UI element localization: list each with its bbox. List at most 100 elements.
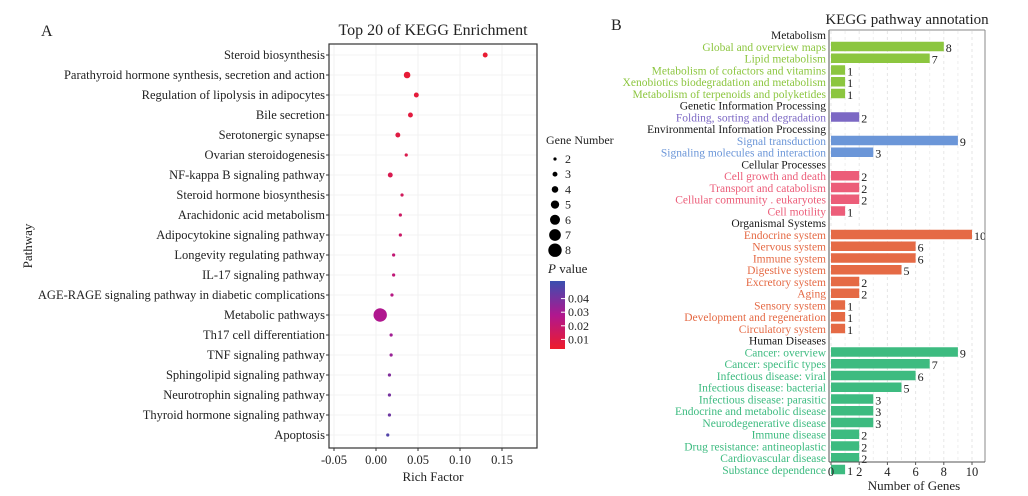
- panel-b-bar: [831, 394, 874, 404]
- panel-b-bar: [831, 347, 958, 357]
- panel-a-ytick-label: Longevity regulating pathway: [174, 248, 325, 262]
- pathway-dot: [389, 333, 393, 337]
- panel-a-ytick-label: Adipocytokine signaling pathway: [156, 228, 325, 242]
- p-value-colorbar-label: 0.02: [568, 319, 589, 333]
- panel-b-bar: [831, 253, 916, 263]
- panel-b-bar: [831, 441, 860, 451]
- panel-a-ytick-label: IL-17 signaling pathway: [202, 268, 326, 282]
- panel-b-bar: [831, 241, 916, 251]
- panel-b-category-label: Infectious disease: parasitic: [699, 394, 826, 406]
- panel-a-ytick-label: Th17 cell differentiation: [203, 328, 326, 342]
- panel-b-label: B: [611, 17, 622, 34]
- pathway-dot: [389, 353, 393, 357]
- panel-b-xtick-label: 2: [856, 465, 862, 479]
- panel-b-bar: [831, 53, 930, 63]
- panel-b-xlabel: Number of Genes: [868, 478, 960, 493]
- gene-number-legend-label: 8: [565, 243, 571, 257]
- panel-b-bar: [831, 265, 902, 275]
- panel-b-category-label: Neurodegenerative disease: [702, 418, 826, 430]
- panel-a-ytick-label: Apoptosis: [274, 428, 325, 442]
- panel-b-bar: [831, 288, 860, 298]
- panel-b-xtick-label: 0: [828, 465, 834, 479]
- panel-b-category-label: Metabolism of terpenoids and polyketides: [632, 89, 826, 101]
- panel-b-bar-value: 1: [847, 76, 853, 90]
- panel-b-bar-value: 8: [946, 41, 952, 55]
- panel-b-category-label: Global and overview maps: [702, 42, 826, 54]
- panel-b-category-label: Metabolism of cofactors and vitamins: [652, 65, 827, 77]
- p-value-colorbar-label: 0.04: [568, 292, 589, 306]
- gene-number-legend-dot: [548, 243, 562, 257]
- gene-number-legend-dot: [552, 171, 558, 177]
- panel-b-xtick-label: 6: [912, 465, 918, 479]
- pathway-dot: [407, 112, 413, 118]
- panel-b-bar-value: 6: [918, 252, 924, 266]
- panel-b-bar: [831, 171, 860, 181]
- panel-b-bar-value: 2: [861, 440, 867, 454]
- panel-b-bar: [831, 417, 874, 428]
- panel-b-category-label: Transport and catabolism: [710, 183, 827, 195]
- pathway-dot: [398, 233, 402, 237]
- panel-b-bar: [831, 359, 930, 369]
- panel-b-bar-value: 2: [861, 170, 867, 184]
- p-value-legend-title-italic: P: [547, 261, 556, 276]
- panel-a-xtick-label: -0.05: [321, 453, 347, 467]
- panel-b-bar-value: 3: [875, 147, 881, 161]
- panel-b-bar: [831, 382, 902, 392]
- panel-b-bar: [831, 182, 860, 193]
- panel-b-xtick-label: 8: [941, 465, 947, 479]
- panel-b-category-label: Digestive system: [747, 265, 826, 277]
- panel-b-bar-value: 3: [875, 405, 881, 419]
- panel-b-group-label: Cellular Processes: [741, 159, 826, 171]
- panel-b-category-label: Cell motility: [768, 206, 827, 218]
- panel-a-ylabel: Pathway: [20, 223, 35, 268]
- panel-a-ytick-label: TNF signaling pathway: [207, 348, 326, 362]
- panel-b-bar: [831, 65, 846, 75]
- panel-b-category-label: Infectious disease: bacterial: [698, 383, 826, 395]
- p-value-colorbar-label: 0.01: [568, 332, 589, 346]
- panel-b-group-label: Human Diseases: [749, 336, 826, 348]
- panel-b-bar: [831, 370, 916, 381]
- panel-a-xlabel: Rich Factor: [402, 469, 464, 484]
- panel-b-category-label: Immune disease: [752, 430, 826, 442]
- pathway-dot: [398, 213, 402, 217]
- panel-b-bar: [831, 147, 874, 157]
- pathway-dot: [386, 433, 390, 437]
- pathway-dot: [387, 373, 392, 377]
- panel-a-plot-frame: [328, 43, 538, 449]
- panel-b-bar-value: 1: [847, 464, 853, 478]
- panel-b-bar: [831, 135, 958, 146]
- panel-a-grid: [329, 44, 537, 448]
- panel-b-bar-value: 2: [861, 276, 867, 290]
- panel-b-category-label: Signaling molecules and interaction: [661, 148, 826, 160]
- panel-b-bar-value: 2: [861, 429, 867, 443]
- pathway-dot: [373, 308, 387, 322]
- panel-a-ytick-label: Steroid biosynthesis: [224, 48, 325, 62]
- pathway-dot: [387, 393, 392, 397]
- pathway-dot: [403, 71, 411, 79]
- panel-b-bar-value: 2: [861, 194, 867, 208]
- pathway-dot: [413, 92, 419, 98]
- pathway-dot: [392, 253, 396, 257]
- gene-number-legend-label: 6: [565, 213, 571, 227]
- panel-a-ytick-label: AGE-RAGE signaling pathway in diabetic c…: [38, 288, 325, 302]
- panel-b-category-label: Aging: [797, 289, 826, 301]
- gene-number-legend-dot: [553, 157, 557, 161]
- panel-b-category-label: Signal transduction: [737, 136, 826, 148]
- panel-b-bar-value: 9: [960, 346, 966, 360]
- panel-b-bar: [831, 429, 860, 439]
- panel-b-bar-value: 2: [861, 288, 867, 302]
- panel-b-bar-value: 3: [875, 393, 881, 407]
- pathway-dot: [482, 52, 488, 58]
- panel-b-category-label: Cell growth and death: [724, 171, 826, 183]
- panel-b-bar: [831, 41, 944, 52]
- panel-b-bar-value: 1: [847, 311, 853, 325]
- panel-b-category-label: Excretory system: [746, 277, 826, 289]
- panel-a-ytick-label: NF-kappa B signaling pathway: [169, 168, 326, 182]
- panel-b-category-label: Cancer: specific types: [724, 359, 826, 371]
- panel-b-bar: [831, 112, 860, 122]
- panel-b-category-label: Infectious disease: viral: [717, 371, 826, 383]
- panel-b-bar-value: 1: [847, 64, 853, 78]
- panel-b-bar: [831, 77, 846, 87]
- pathway-dot: [400, 193, 404, 197]
